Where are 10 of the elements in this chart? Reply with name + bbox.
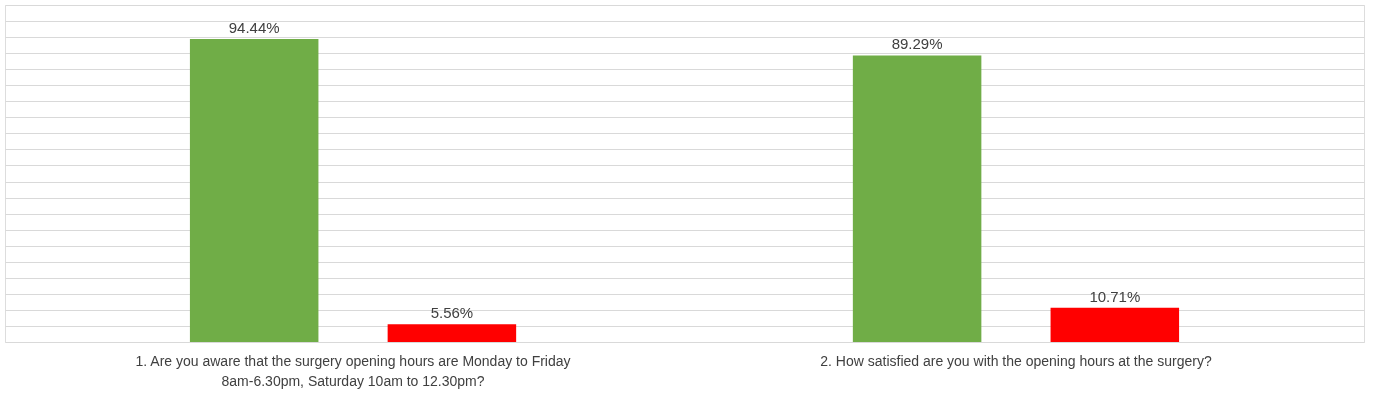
data-label: 5.56% <box>430 304 474 322</box>
bar <box>1050 307 1180 342</box>
bar <box>387 324 517 342</box>
x-tick-label: 1. Are you aware that the surgery opening hours are Monday to Friday 8am-6.30pm, Saturday 10am to 12.30pm? <box>135 352 571 389</box>
bar <box>189 38 319 342</box>
data-label: 89.29% <box>891 35 943 53</box>
data-label: 94.44% <box>228 18 280 36</box>
x-tick-label: 2. How satisfied are you with the opening hours at the surgery? <box>820 352 1212 369</box>
bar <box>852 55 982 342</box>
data-label: 10.71% <box>1089 287 1141 305</box>
